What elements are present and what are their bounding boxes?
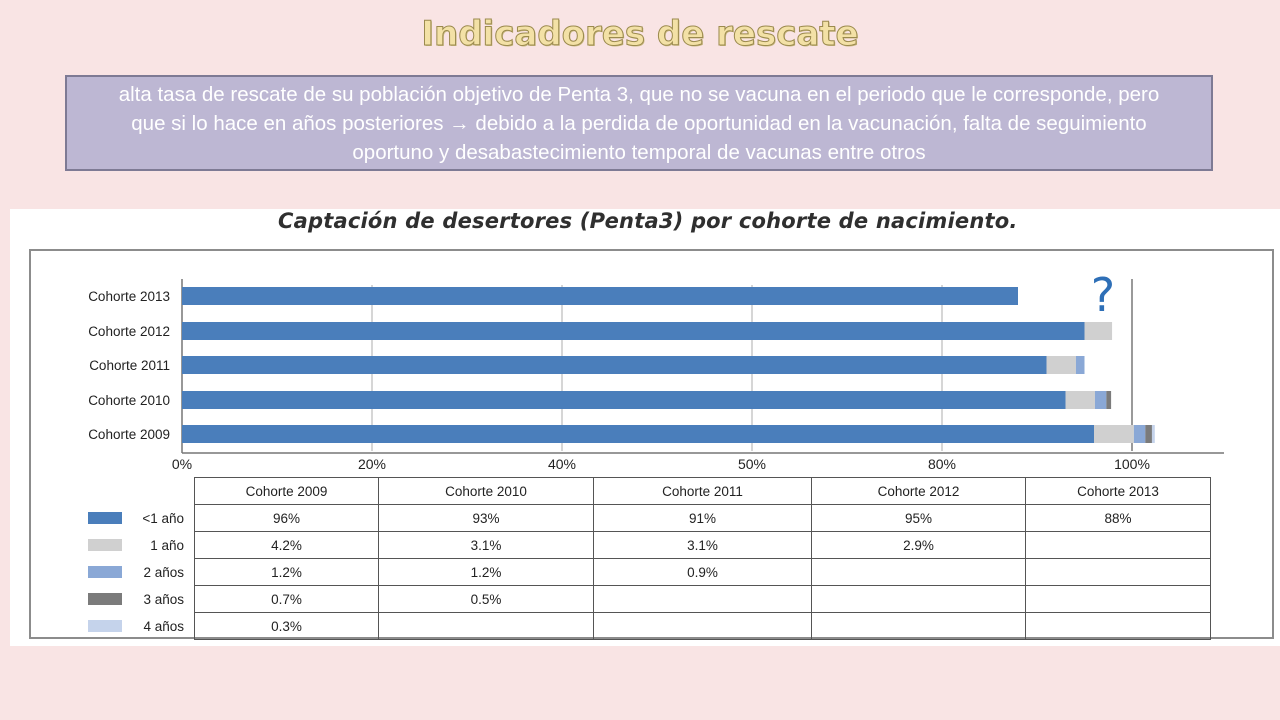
table-cell — [593, 612, 812, 640]
table-cell: 3.1% — [378, 531, 594, 559]
legend-label: 1 año — [150, 537, 184, 553]
data-table: Cohorte 2009 Cohorte 2010 Cohorte 2011 Coho… — [88, 477, 1211, 640]
table-cell: 88% — [1025, 504, 1211, 532]
table-cell: 2.9% — [811, 531, 1026, 559]
x-tick-label: 20% — [358, 456, 386, 472]
chart-panel: Captación de desertores (Penta3) por coh… — [10, 209, 1280, 646]
table-cell — [811, 558, 1026, 586]
table-cell — [593, 585, 812, 613]
bar-segment — [1094, 425, 1134, 443]
x-tick-label: 0% — [172, 456, 192, 472]
bar-segment — [1065, 391, 1095, 409]
table-row: 2 años 1.2% 1.2% 0.9% — [88, 558, 1211, 586]
table-cell: 93% — [378, 504, 594, 532]
legend-entry: 3 años — [88, 586, 195, 613]
legend-entry: 4 años — [88, 613, 195, 640]
table-column-header: Cohorte 2013 — [1025, 477, 1211, 505]
table-cell: 3.1% — [593, 531, 812, 559]
bar-segment — [1145, 425, 1152, 443]
category-label: Cohorte 2010 — [88, 393, 170, 408]
legend-swatch — [88, 620, 122, 633]
table-corner — [88, 478, 195, 505]
table-column-header: Cohorte 2012 — [811, 477, 1026, 505]
table-cell: 4.2% — [194, 531, 379, 559]
legend-swatch — [88, 566, 122, 579]
slide-title: Indicadores de rescate — [421, 14, 859, 55]
table-row: 4 años 0.3% — [88, 612, 1211, 640]
table-column-header: Cohorte 2010 — [378, 477, 594, 505]
x-tick-label: 80% — [928, 456, 956, 472]
table-cell: 0.5% — [378, 585, 594, 613]
table-cell: 0.3% — [194, 612, 379, 640]
bar-segment — [182, 322, 1085, 340]
table-row: <1 año 96% 93% 91% 95% 88% — [88, 504, 1211, 532]
category-label: Cohorte 2013 — [88, 289, 170, 304]
bar-segment — [1084, 322, 1113, 340]
bar-segment — [182, 287, 1018, 305]
legend-label: 3 años — [143, 591, 184, 607]
table-cell: 96% — [194, 504, 379, 532]
legend-swatch — [88, 512, 122, 525]
table-cell — [1025, 558, 1211, 586]
table-row: 3 años 0.7% 0.5% — [88, 585, 1211, 613]
bar-segment — [1106, 391, 1112, 409]
legend-label: 2 años — [143, 564, 184, 580]
table-cell — [1025, 612, 1211, 640]
table-body: <1 año 96% 93% 91% 95% 88% 1 año 4.2% 3.1% 3.1% 2.… — [88, 504, 1211, 640]
legend-swatch — [88, 593, 122, 606]
table-cell: 1.2% — [378, 558, 594, 586]
table-cell: 95% — [811, 504, 1026, 532]
legend-entry: <1 año — [88, 505, 195, 532]
category-label: Cohorte 2012 — [88, 324, 170, 339]
table-column-header: Cohorte 2011 — [593, 477, 812, 505]
table-cell: 0.7% — [194, 585, 379, 613]
table-cell — [378, 612, 594, 640]
category-label: Cohorte 2009 — [88, 427, 170, 442]
chart-title: Captación de desertores (Penta3) por coh… — [278, 209, 1018, 233]
table-cell — [811, 585, 1026, 613]
table-column-header: Cohorte 2009 — [194, 477, 379, 505]
category-label: Cohorte 2011 — [89, 358, 170, 373]
legend-entry: 2 años — [88, 559, 195, 586]
note-box: alta tasa de rescate de su población obj… — [65, 75, 1213, 171]
table-cell — [811, 612, 1026, 640]
bar-segment — [182, 356, 1047, 374]
bar-segment — [1151, 425, 1155, 443]
table-cell: 1.2% — [194, 558, 379, 586]
table-cell: 91% — [593, 504, 812, 532]
bar-chart: Cohorte 2013 Cohorte 2012 Cohorte 2011 Coho… — [88, 268, 1224, 472]
table-row: 1 año 4.2% 3.1% 3.1% 2.9% — [88, 531, 1211, 559]
table-cell: 0.9% — [593, 558, 812, 586]
table-cell — [1025, 585, 1211, 613]
note-text: alta tasa de rescate de su población obj… — [118, 82, 1160, 164]
question-mark-annotation: ? — [1091, 268, 1115, 322]
bar-segment — [1075, 356, 1085, 374]
legend-swatch — [88, 539, 122, 552]
legend-label: <1 año — [142, 510, 184, 526]
bar-segment — [182, 425, 1094, 443]
bar-segment — [182, 391, 1066, 409]
x-tick-label: 100% — [1114, 456, 1150, 472]
bar-segment — [1046, 356, 1076, 374]
bar-segment — [1094, 391, 1107, 409]
bar-segment — [1133, 425, 1146, 443]
x-tick-label: 40% — [548, 456, 576, 472]
legend-entry: 1 año — [88, 532, 195, 559]
table-cell — [1025, 531, 1211, 559]
table-header-row: Cohorte 2009 Cohorte 2010 Cohorte 2011 Coho… — [88, 477, 1211, 505]
x-tick-label: 50% — [738, 456, 766, 472]
legend-label: 4 años — [143, 618, 184, 634]
